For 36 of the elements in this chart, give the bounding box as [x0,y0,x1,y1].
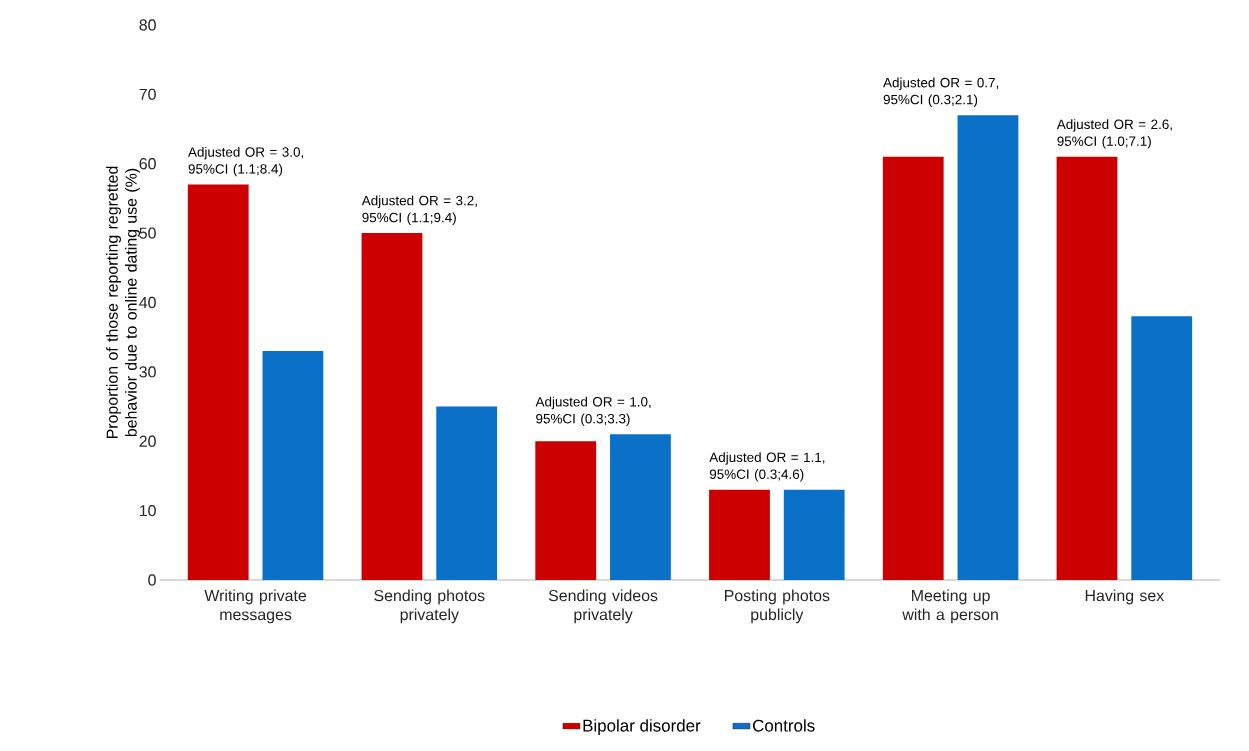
bar [610,434,671,580]
bar [436,406,498,580]
x-tick-label: Meeting up with a person [902,589,998,624]
y-tick-label: 40 [139,296,156,309]
annotation: Adjusted OR = 1.0, 95%CI (0.3;3.3) [535,396,651,427]
x-tick-label: Sending videos privately [548,589,658,624]
y-tick-label: 30 [139,366,156,378]
y-tick-label: 60 [139,158,156,170]
bar [709,489,770,580]
legend-label: Controls [753,719,815,732]
x-tick-label: Posting photos publicly [724,589,830,624]
bar [361,233,423,580]
annotation: Adjusted OR = 0.7, 95%CI (0.3;2.1) [883,77,999,107]
y-tick-label: 20 [139,435,156,447]
annotation: Adjusted OR = 1.1, 95%CI (0.3;4.6) [709,452,825,482]
x-tick-label: Sending photos privately [374,589,485,624]
bar [535,441,597,580]
bar [957,115,1019,580]
bar [187,184,249,580]
bar [882,156,944,580]
y-tick-label: 70 [139,88,156,101]
x-tick-label: Writing private messages [204,589,307,624]
y-tick-label: 10 [139,504,156,517]
bar [1056,156,1118,580]
x-tick-label: Having sex [1085,589,1165,605]
y-tick-label: 50 [139,227,156,239]
annotation: Adjusted OR = 3.0, 95%CI (1.1;8.4) [188,146,304,177]
bar [783,489,845,580]
legend-label: Bipolar disorder [583,719,701,735]
bar [1131,316,1193,580]
y-tick-label: 80 [139,19,156,31]
annotation: Adjusted OR = 2.6, 95%CI (1.0;7.1) [1056,119,1172,149]
annotation: Adjusted OR = 3.2, 95%CI (1.1;9.4) [361,195,477,225]
y-tick-label: 0 [148,574,156,586]
bar [262,351,324,580]
y-axis-title: Proportion of those reporting regretted behavior due to online dating use (%) [106,166,140,439]
